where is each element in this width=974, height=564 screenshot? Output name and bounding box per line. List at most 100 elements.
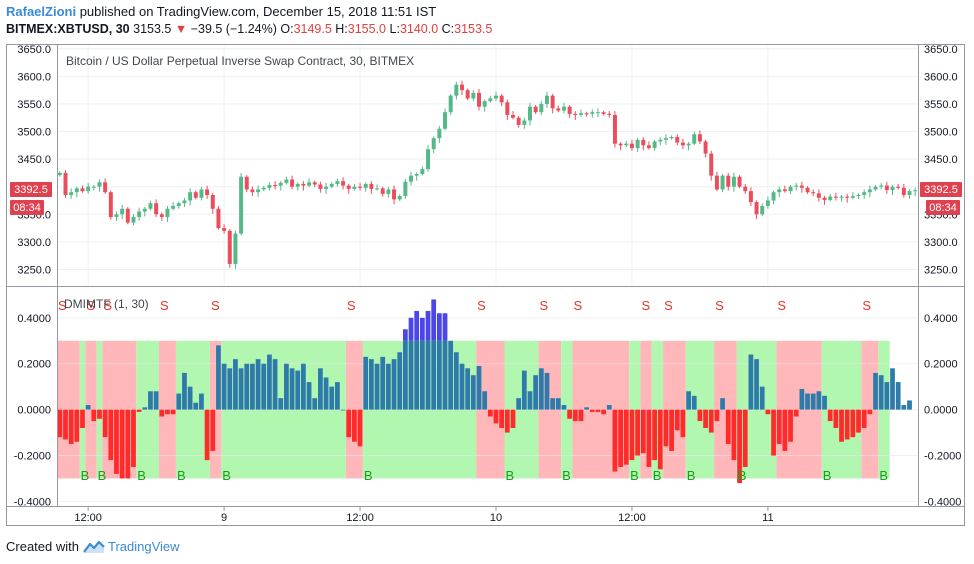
price-tick-right: 3600.0 xyxy=(924,71,958,83)
candle-body xyxy=(210,194,215,209)
candle-body xyxy=(629,143,634,149)
hist-bar-negative xyxy=(640,409,646,454)
price-tick-right: 3450.0 xyxy=(924,154,958,166)
sell-signal-label: S xyxy=(211,298,220,313)
indicator-tick-right: 0.4000 xyxy=(924,313,958,325)
hist-bar xyxy=(544,372,550,410)
candle-body xyxy=(193,192,198,198)
hist-bar xyxy=(176,393,182,410)
candle-body xyxy=(703,141,708,154)
hist-bar xyxy=(538,368,544,410)
hist-bar-negative xyxy=(725,409,731,445)
hist-bar-negative xyxy=(697,409,703,422)
buy-signal-label: B xyxy=(177,468,186,483)
candle-body xyxy=(205,189,210,195)
hist-bar xyxy=(85,405,91,410)
candle-body xyxy=(233,233,238,264)
candle-body xyxy=(845,196,850,198)
buy-signal-label: B xyxy=(738,468,747,483)
sell-signal-label: S xyxy=(160,298,169,313)
hist-bar-negative xyxy=(674,409,680,431)
hist-bar-negative xyxy=(595,409,601,412)
candle-body xyxy=(250,189,255,193)
hist-bar xyxy=(289,368,295,410)
hist-bar-negative xyxy=(708,409,714,433)
candle-body xyxy=(913,190,918,192)
hist-bar xyxy=(363,356,369,410)
candle-body xyxy=(669,137,674,139)
hist-bar xyxy=(153,391,159,410)
time-axis[interactable]: 12:00 9 12:00 10 12:00 11 xyxy=(74,506,774,524)
hist-bar xyxy=(318,368,323,410)
price-axis-left[interactable]: 3250.03300.03350.03400.03450.03500.03550… xyxy=(14,44,51,509)
hist-bar xyxy=(391,359,397,410)
hist-bar xyxy=(470,375,476,410)
author-link[interactable]: RafaelZioni xyxy=(6,4,77,19)
hist-bar xyxy=(691,395,697,410)
indicator-tick-right: 0.2000 xyxy=(924,359,958,371)
hist-bar-strong xyxy=(414,310,420,341)
hist-bar xyxy=(227,368,233,410)
hist-bar-negative xyxy=(635,409,640,456)
candle-body xyxy=(471,92,476,99)
candle-body xyxy=(80,188,85,192)
price-tick-right: 3250.0 xyxy=(924,264,958,276)
hist-bar xyxy=(561,405,567,410)
candle-body xyxy=(539,103,544,113)
time-tick-label: 12:00 xyxy=(74,512,102,524)
buy-signal-label: B xyxy=(879,468,888,483)
hist-bar xyxy=(442,340,448,410)
hist-bar-negative xyxy=(839,409,844,442)
indicator-tick-left: -0.4000 xyxy=(14,496,51,508)
sell-signal-label: S xyxy=(86,298,95,313)
candle-body xyxy=(522,120,527,125)
candle-body xyxy=(879,185,884,187)
candle-body xyxy=(635,139,640,149)
hist-bar xyxy=(267,354,272,410)
price-tick-left: 3500.0 xyxy=(17,127,51,139)
candle-body xyxy=(239,176,244,234)
candle-body xyxy=(505,102,510,115)
candle-body xyxy=(256,189,261,193)
candle-body xyxy=(771,192,776,201)
hist-bar xyxy=(199,393,204,410)
price-axis-right[interactable]: 3250.03300.03350.03400.03450.03500.03550… xyxy=(924,44,961,509)
hist-bar xyxy=(182,372,187,410)
tradingview-logo-link[interactable]: TradingView xyxy=(83,539,180,554)
candle-body xyxy=(137,211,142,218)
price-tick-left: 3650.0 xyxy=(17,44,51,56)
hist-bar xyxy=(527,391,533,410)
buy-signal-label: B xyxy=(653,468,662,483)
hist-bar xyxy=(402,340,408,410)
candle-body xyxy=(663,138,668,140)
candle-body xyxy=(329,183,334,187)
time-tick-label: 11 xyxy=(762,512,773,524)
publish-line: RafaelZioni published on TradingView.com… xyxy=(6,4,436,19)
hist-bar-negative xyxy=(567,409,573,419)
price-tick-right: 3650.0 xyxy=(924,44,958,56)
candle-body xyxy=(720,175,725,190)
candle-body xyxy=(777,189,782,193)
close-label: C: xyxy=(441,22,455,36)
created-with-text: Created with xyxy=(6,539,79,554)
hist-bar-negative xyxy=(703,409,708,428)
hist-bar-negative xyxy=(125,409,131,479)
hist-bar xyxy=(250,363,255,410)
candle-body xyxy=(528,106,532,121)
candle-body xyxy=(675,137,680,143)
hist-bar-negative xyxy=(776,409,782,445)
buy-signal-label: B xyxy=(364,468,373,483)
candle-body xyxy=(811,192,816,194)
hist-bar-negative xyxy=(499,409,505,428)
hist-bar xyxy=(374,363,380,410)
buy-signal-label: B xyxy=(687,468,696,483)
hist-bar xyxy=(261,363,267,410)
candle-body xyxy=(709,153,714,176)
hist-bar xyxy=(584,407,590,410)
candle-body xyxy=(352,186,357,189)
candle-body xyxy=(743,186,748,192)
indicator-tick-right: 0.0000 xyxy=(924,405,958,417)
candle-body xyxy=(409,175,414,182)
candle-body xyxy=(697,134,702,142)
